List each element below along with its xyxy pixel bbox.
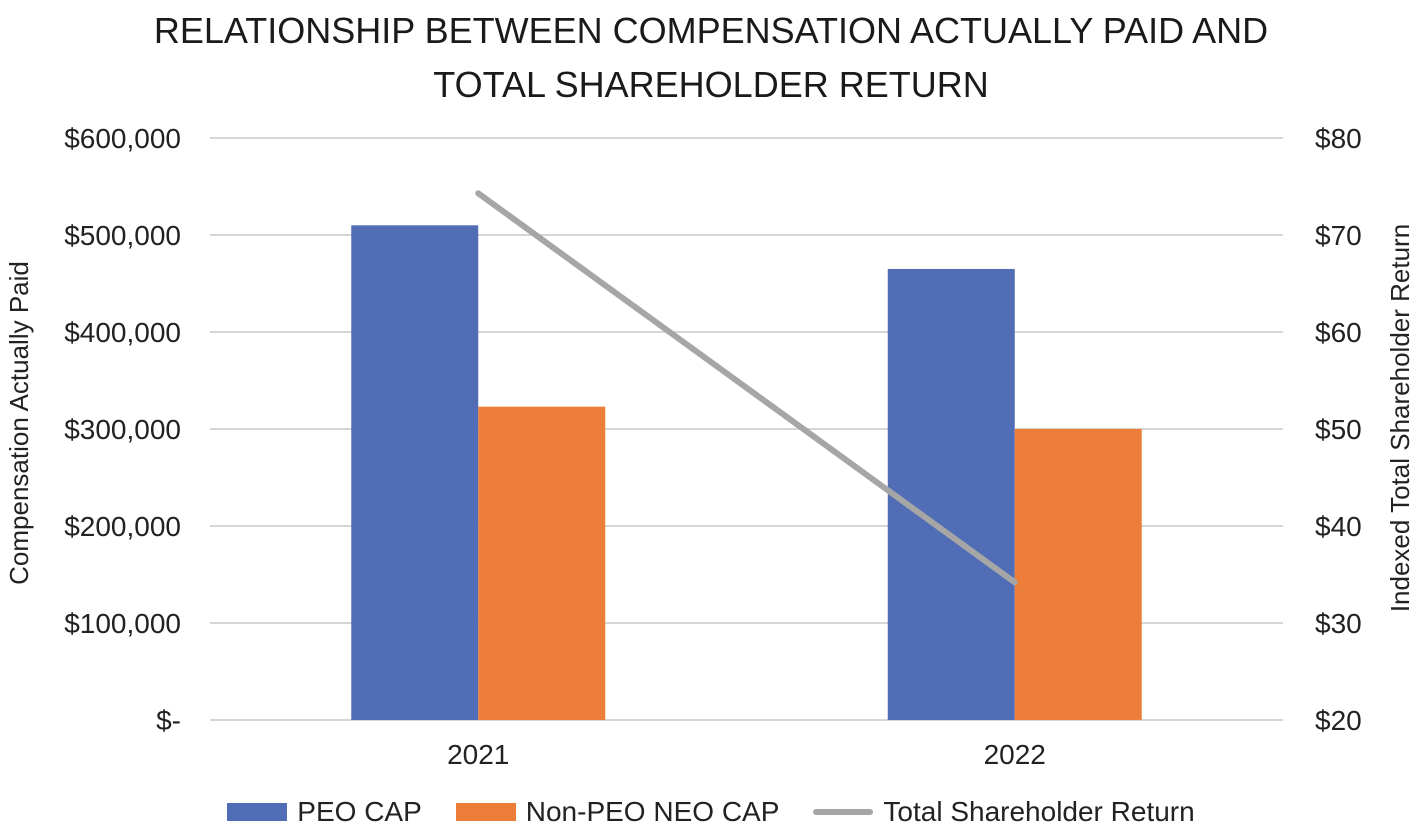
chart-title-line-1: RELATIONSHIP BETWEEN COMPENSATION ACTUAL… [153,10,1269,51]
chart-title-line-2: TOTAL SHAREHOLDER RETURN [433,64,989,105]
legend-item-tsr: Total Shareholder Return [813,796,1195,828]
y2-axis-title: Indexed Total Shareholder Return [1385,224,1415,612]
y-axis-ticks: $- $100,000 $200,000 $300,000 $400,000 $500,0… [64,123,181,736]
chart-title: RELATIONSHIP BETWEEN COMPENSATION ACTUAL… [0,4,1422,112]
legend-item-peo-cap: PEO CAP [227,796,422,828]
y2-tick-label: $50 [1315,414,1362,445]
legend-item-non-peo-neo-cap: Non-PEO NEO CAP [455,796,780,828]
y-tick-label: $100,000 [64,608,181,639]
legend-label-tsr: Total Shareholder Return [883,796,1195,827]
y2-axis-ticks: $20 $30 $40 $50 $60 $70 $80 [1315,123,1362,736]
bar-non-peo-neo-cap-2021 [478,406,606,720]
y-tick-label: $- [156,705,181,736]
y-tick-label: $600,000 [64,123,181,154]
legend-label-peo-cap: PEO CAP [297,796,422,827]
y-tick-label: $200,000 [64,511,181,542]
bars [351,225,1142,721]
y-tick-label: $300,000 [64,414,181,445]
legend-swatch-non-peo-neo-cap [455,803,516,821]
y2-tick-label: $20 [1315,705,1362,736]
x-tick-label: 2022 [984,739,1046,770]
y2-tick-label: $30 [1315,608,1362,639]
lines [475,190,1018,586]
y-tick-label: $500,000 [64,220,181,251]
line-total-shareholder-return [475,190,1018,586]
x-tick-label: 2021 [447,739,509,770]
legend-label-non-peo-neo-cap: Non-PEO NEO CAP [525,796,780,827]
bar-non-peo-neo-cap-2022 [1014,429,1142,720]
y2-tick-label: $60 [1315,317,1362,348]
legend-swatch-tsr [813,809,874,815]
bar-peo-cap-2022 [887,268,1015,720]
y2-tick-label: $40 [1315,511,1362,542]
y-axis-title: Compensation Actually Paid [4,261,34,585]
legend-swatch-peo-cap [227,803,288,821]
bar-peo-cap-2021 [351,225,479,721]
x-axis-ticks: 2021 2022 [447,739,1046,770]
y2-tick-label: $70 [1315,220,1362,251]
y-tick-label: $400,000 [64,317,181,348]
legend: PEO CAP Non-PEO NEO CAP Total Shareholde… [0,796,1422,828]
y2-tick-label: $80 [1315,123,1362,154]
